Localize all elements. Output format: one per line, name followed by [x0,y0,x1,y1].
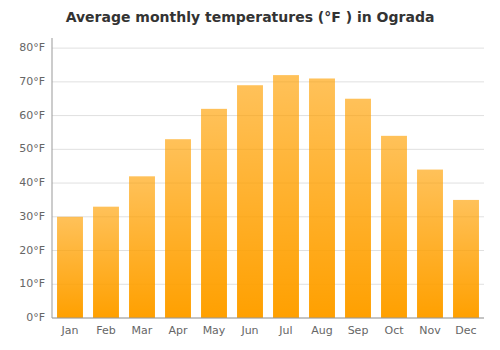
y-tick-label: 40°F [19,176,45,189]
bar [273,75,299,318]
grid-line [52,149,484,150]
y-tick-label: 30°F [19,210,45,223]
bar [345,99,371,318]
y-tick-label: 10°F [19,277,45,290]
bar [417,170,443,318]
y-tick-label: 50°F [19,142,45,155]
x-tick-label: Jan [61,324,79,337]
x-tick-label: May [203,324,226,337]
x-tick-label: Aug [311,324,332,337]
chart-container: 0°F 10°F 20°F 30°F 40°F 50°F 60°F 70°F 80°F Jan Fe… [0,0,500,350]
x-tick-label: Feb [96,324,115,337]
bar [381,136,407,318]
grid-line [52,318,484,319]
y-axis-line [52,38,53,318]
bars [57,75,479,318]
x-tick-label: Jul [278,324,292,337]
x-tick-label: Dec [455,324,476,337]
y-axis: 0°F 10°F 20°F 30°F 40°F 50°F 60°F 70°F 80°F [19,38,52,324]
bar [129,176,155,318]
bar [237,85,263,318]
x-tick-label: Nov [419,324,441,337]
x-axis: Jan Feb Mar Apr May Jun Jul Aug Sep Oct Nov Dec [52,318,484,337]
x-tick-label: Jun [240,324,258,337]
chart: 0°F 10°F 20°F 30°F 40°F 50°F 60°F 70°F 80°F Jan Fe… [0,0,500,350]
bar [309,78,335,318]
y-tick-label: 60°F [19,109,45,122]
grid-line [52,115,484,116]
x-axis-line [52,318,484,319]
bar [165,139,191,318]
bar [201,109,227,318]
x-tick-label: Apr [168,324,188,337]
x-tick-label: Oct [384,324,404,337]
grid-line [52,48,484,49]
x-tick-label: Sep [348,324,369,337]
y-tick-label: 20°F [19,244,45,257]
y-tick-label: 80°F [19,41,45,54]
grid-line [52,81,484,82]
title: Average monthly temperatures (°F ) in Og… [66,9,435,25]
grid [52,48,484,318]
y-tick-label: 0°F [26,311,45,324]
y-tick-label: 70°F [19,75,45,88]
bar [93,207,119,318]
x-tick-label: Mar [132,324,153,337]
bar [57,217,83,318]
bar [453,200,479,318]
